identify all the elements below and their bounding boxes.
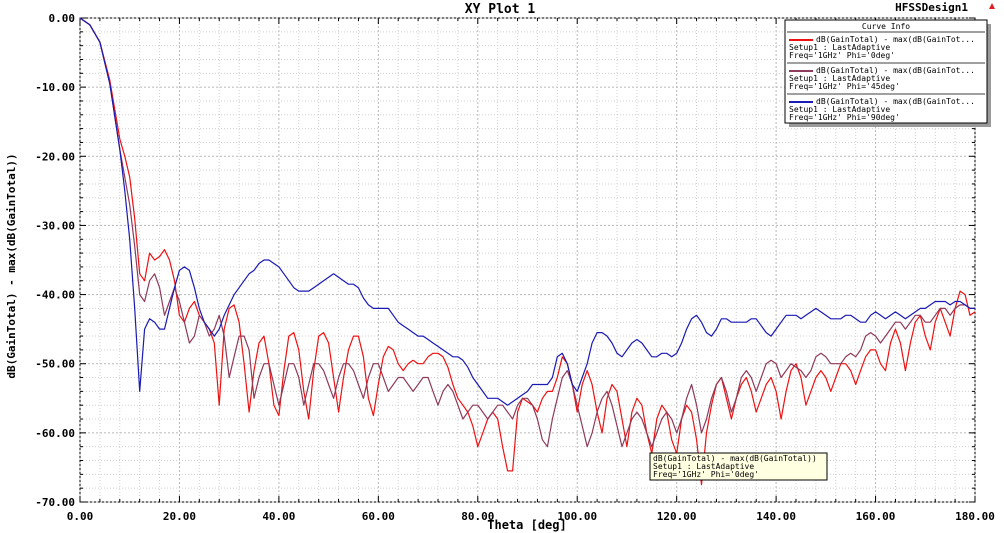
y-tick-label: -20.00 (35, 150, 75, 163)
x-tick-label: 140.00 (756, 510, 796, 523)
series-layer (79, 17, 976, 486)
x-tick-labels: 0.00 20.00 40.00 60.00 80.00 100.00 120.00 140.… (67, 510, 995, 523)
x-tick-label: 0.00 (67, 510, 94, 523)
marker-line-1: dB(GainTotal) - max(dB(GainTotal)) (653, 454, 817, 463)
x-axis-label: Theta [deg] (487, 518, 566, 532)
series-line-2 (79, 17, 975, 406)
x-tick-label: 100.00 (557, 510, 597, 523)
marker-line-3: Freq='1GHz' Phi='0deg' (653, 470, 759, 479)
legend-entry-0-line-0: dB(GainTotal) - max(dB(GainTot... (816, 35, 975, 44)
logo-icon (989, 3, 995, 9)
legend-entry-1-line-2: Freq='1GHz' Phi='45deg' (789, 82, 900, 91)
series-line-1 (79, 17, 975, 448)
legend-title: Curve Info (862, 22, 910, 31)
x-tick-label: 80.00 (461, 510, 494, 523)
legend-entry-2-line-1: Setup1 : LastAdaptive (789, 105, 890, 114)
legend-entry-1-line-0: dB(GainTotal) - max(dB(GainTot... (816, 66, 975, 75)
y-tick-label: -10.00 (35, 81, 75, 94)
legend-entry-1-line-1: Setup1 : LastAdaptive (789, 74, 890, 83)
y-tick-label: 0.00 (49, 12, 76, 25)
x-tick-label: 40.00 (262, 510, 295, 523)
y-tick-label: -40.00 (35, 289, 75, 302)
x-tick-label: 180.00 (955, 510, 995, 523)
marker-line-2: Setup1 : LastAdaptive (653, 462, 754, 471)
design-name: HFSSDesign1 (895, 1, 968, 14)
axis-ticks (79, 17, 976, 503)
grid-minor (80, 18, 975, 502)
legend-entry-0-line-1: Setup1 : LastAdaptive (789, 43, 890, 52)
legend-entry-2-line-2: Freq='1GHz' Phi='90deg' (789, 113, 900, 122)
x-tick-label: 20.00 (163, 510, 196, 523)
x-tick-label: 120.00 (657, 510, 697, 523)
series-line-0 (79, 17, 976, 486)
legend-entry-2-line-0: dB(GainTotal) - max(dB(GainTot... (816, 97, 975, 106)
y-tick-label: -50.00 (35, 358, 75, 371)
x-tick-label: 160.00 (856, 510, 896, 523)
y-tick-label: -30.00 (35, 219, 75, 232)
curve-info-legend[interactable]: Curve Info dB(GainTotal) - max(dB(GainTo… (784, 19, 991, 127)
y-tick-label: -60.00 (35, 427, 75, 440)
marker-tooltip[interactable]: dB(GainTotal) - max(dB(GainTotal)) Setup… (649, 452, 828, 481)
y-tick-label: -70.00 (35, 496, 75, 509)
x-tick-label: 60.00 (362, 510, 395, 523)
legend-entry-0-line-2: Freq='1GHz' Phi='0deg' (789, 51, 895, 60)
y-tick-labels: 0.00 -10.00 -20.00 -30.00 -40.00 -50.00 -60.00… (35, 12, 75, 509)
plot-title: XY Plot 1 (465, 2, 536, 17)
y-axis-label: dB(GainTotal) - max(dB(GainTotal)) (5, 153, 18, 378)
